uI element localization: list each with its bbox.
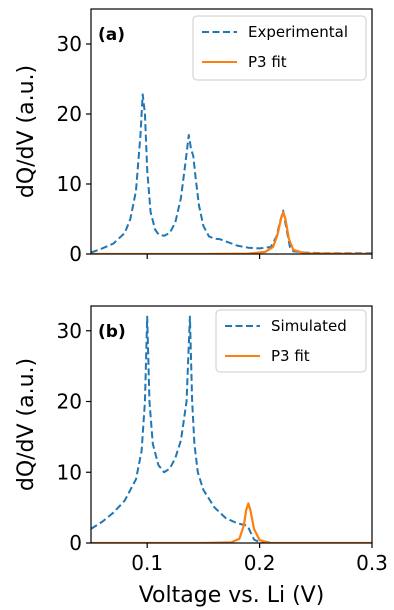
y-tick-label: 0 xyxy=(69,531,82,555)
y-tick-label: 30 xyxy=(57,319,82,343)
series-line-experimental xyxy=(91,93,372,254)
legend-entry-label: P3 fit xyxy=(271,347,310,365)
legend: Simulated P3 fit xyxy=(215,309,367,373)
y-axis-label: dQ/dV (a.u.) xyxy=(14,65,39,198)
panel-label: (b) xyxy=(98,322,126,342)
y-axis-label: dQ/dV (a.u.) xyxy=(14,358,39,491)
x-tick-label: 0.3 xyxy=(356,551,388,575)
legend: Experimental P3 fit xyxy=(192,15,367,81)
legend-entry-label: Experimental xyxy=(248,23,348,41)
chart-panel-2: 0 10 20 30 0.1 0.2 0.3 dQ/dV (a.u.) Voltage vs. … xyxy=(14,305,388,608)
panel-label: (a) xyxy=(98,25,125,45)
x-tick-label: 0.1 xyxy=(131,551,163,575)
y-tick-label: 20 xyxy=(57,390,82,414)
y-tick-label: 30 xyxy=(57,32,82,56)
y-tick-label: 0 xyxy=(69,242,82,266)
legend-entry-label: P3 fit xyxy=(248,53,287,71)
y-tick-label: 20 xyxy=(57,102,82,126)
x-axis-label: Voltage vs. Li (V) xyxy=(139,583,325,608)
legend-entry-label: Simulated xyxy=(271,317,347,335)
y-tick-label: 10 xyxy=(57,172,82,196)
series-line-p3-fit xyxy=(91,210,372,254)
chart-panel-1: 0 10 20 30 dQ/dV (a.u.) (a) Experimental P3 fit xyxy=(14,8,373,266)
plot-frame xyxy=(90,305,373,544)
series-line-simulated xyxy=(91,315,372,543)
y-tick-label: 10 xyxy=(57,460,82,484)
plot-frame xyxy=(90,8,373,255)
x-tick-label: 0.2 xyxy=(244,551,276,575)
series-line-p3-fit xyxy=(91,502,372,543)
